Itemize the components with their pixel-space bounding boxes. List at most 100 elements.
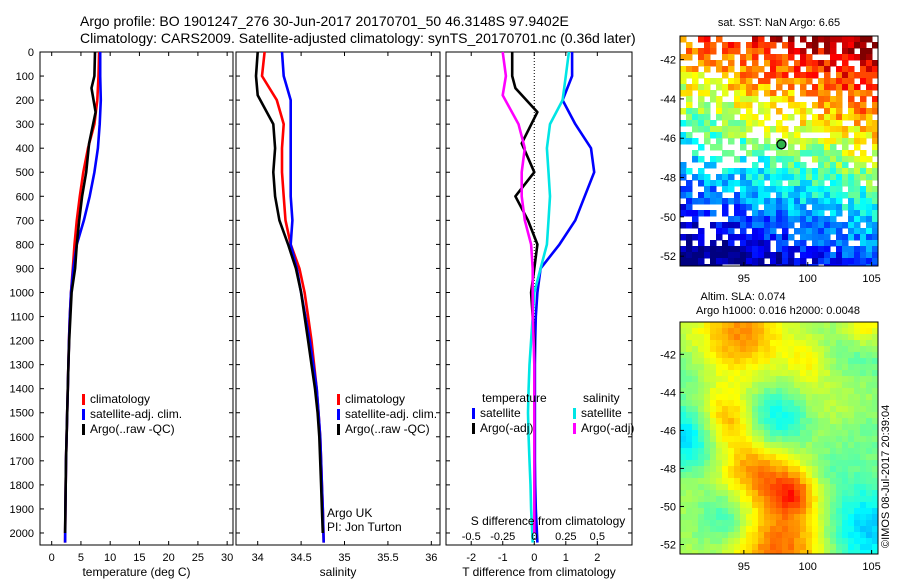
sst-cell	[704, 108, 711, 115]
sla-cell	[758, 430, 765, 437]
sla-cell	[722, 370, 729, 377]
sla-cell	[782, 340, 789, 347]
sst-cell	[776, 222, 783, 229]
sla-cell	[794, 406, 801, 413]
sla-cell	[752, 406, 759, 413]
sla-cell	[716, 442, 723, 449]
sst-cell	[734, 234, 741, 241]
sla-cell	[800, 376, 807, 383]
sla-cell	[686, 472, 693, 479]
sla-cell	[764, 502, 771, 509]
sst-cell	[860, 36, 867, 43]
sst-cell	[806, 72, 813, 79]
sst-cell	[794, 192, 801, 199]
sst-cell	[758, 66, 765, 73]
sla-cell	[770, 346, 777, 353]
sst-cell	[818, 162, 825, 169]
sla-cell	[752, 400, 759, 407]
sla-cell	[758, 520, 765, 527]
sla-cell	[824, 424, 831, 431]
sla-cell	[704, 550, 711, 554]
sla-cell	[812, 460, 819, 467]
sst-cell	[770, 264, 777, 266]
sla-cell	[740, 376, 747, 383]
sst-cell	[740, 264, 747, 266]
sla-cell	[770, 508, 777, 515]
sla-cell	[818, 418, 825, 425]
sst-cell	[812, 198, 819, 205]
sst-cell	[818, 240, 825, 247]
sla-cell	[710, 340, 717, 347]
sla-cell	[722, 454, 729, 461]
sla-cell	[734, 454, 741, 461]
sst-cell	[698, 198, 705, 205]
sla-cell	[758, 406, 765, 413]
sst-cell	[860, 126, 867, 133]
sst-cell	[752, 186, 759, 193]
sst-cell	[770, 156, 777, 163]
sla-cell	[866, 514, 873, 521]
sla-cell	[848, 514, 855, 521]
sla-cell	[710, 418, 717, 425]
sla-map-ytick-label: -48	[660, 463, 676, 475]
sst-cell	[842, 114, 849, 121]
sst-cell	[776, 240, 783, 247]
sla-cell	[764, 448, 771, 455]
sla-cell	[836, 346, 843, 353]
sla-cell	[788, 412, 795, 419]
sla-cell	[716, 400, 723, 407]
sst-cell	[800, 90, 807, 97]
sst-cell	[710, 240, 717, 247]
sst-cell	[818, 192, 825, 199]
sst-cell	[710, 180, 717, 187]
sla-cell	[704, 358, 711, 365]
sst-cell	[788, 258, 795, 265]
sla-cell	[686, 352, 693, 359]
sst-cell	[758, 102, 765, 109]
sla-cell	[794, 346, 801, 353]
sst-cell	[812, 174, 819, 181]
sla-cell	[770, 532, 777, 539]
sla-cell	[692, 346, 699, 353]
sla-cell	[722, 502, 729, 509]
sla-cell	[824, 370, 831, 377]
sst-cell	[734, 72, 741, 79]
sst-cell	[830, 102, 837, 109]
sst-cell	[830, 186, 837, 193]
sla-cell	[854, 514, 861, 521]
sla-cell	[818, 364, 825, 371]
sst-cell	[830, 240, 837, 247]
sla-cell	[722, 388, 729, 395]
sst-cell	[818, 138, 825, 145]
sla-cell	[752, 478, 759, 485]
sla-cell	[746, 448, 753, 455]
sst-cell	[854, 252, 861, 259]
sst-cell	[824, 48, 831, 55]
sla-cell	[704, 352, 711, 359]
sla-cell	[734, 502, 741, 509]
sst-cell	[746, 72, 753, 79]
sla-cell	[860, 442, 867, 449]
sla-cell	[728, 532, 735, 539]
sst-cell	[854, 156, 861, 163]
sla-cell	[860, 526, 867, 533]
sla-cell	[788, 382, 795, 389]
sla-cell	[854, 538, 861, 545]
sst-cell	[740, 84, 747, 91]
sst-cell	[872, 210, 878, 217]
sst-cell	[740, 60, 747, 67]
sla-cell	[794, 370, 801, 377]
sla-cell	[752, 334, 759, 341]
sst-cell	[764, 222, 771, 229]
sst-cell	[734, 96, 741, 103]
sla-cell	[770, 466, 777, 473]
sst-cell	[746, 192, 753, 199]
sla-cell	[860, 388, 867, 395]
sst-cell	[770, 144, 777, 151]
diff-legend-swatch	[472, 423, 475, 434]
sla-cell	[764, 424, 771, 431]
sst-cell	[698, 180, 705, 187]
sla-cell	[830, 538, 837, 545]
sst-cell	[794, 180, 801, 187]
